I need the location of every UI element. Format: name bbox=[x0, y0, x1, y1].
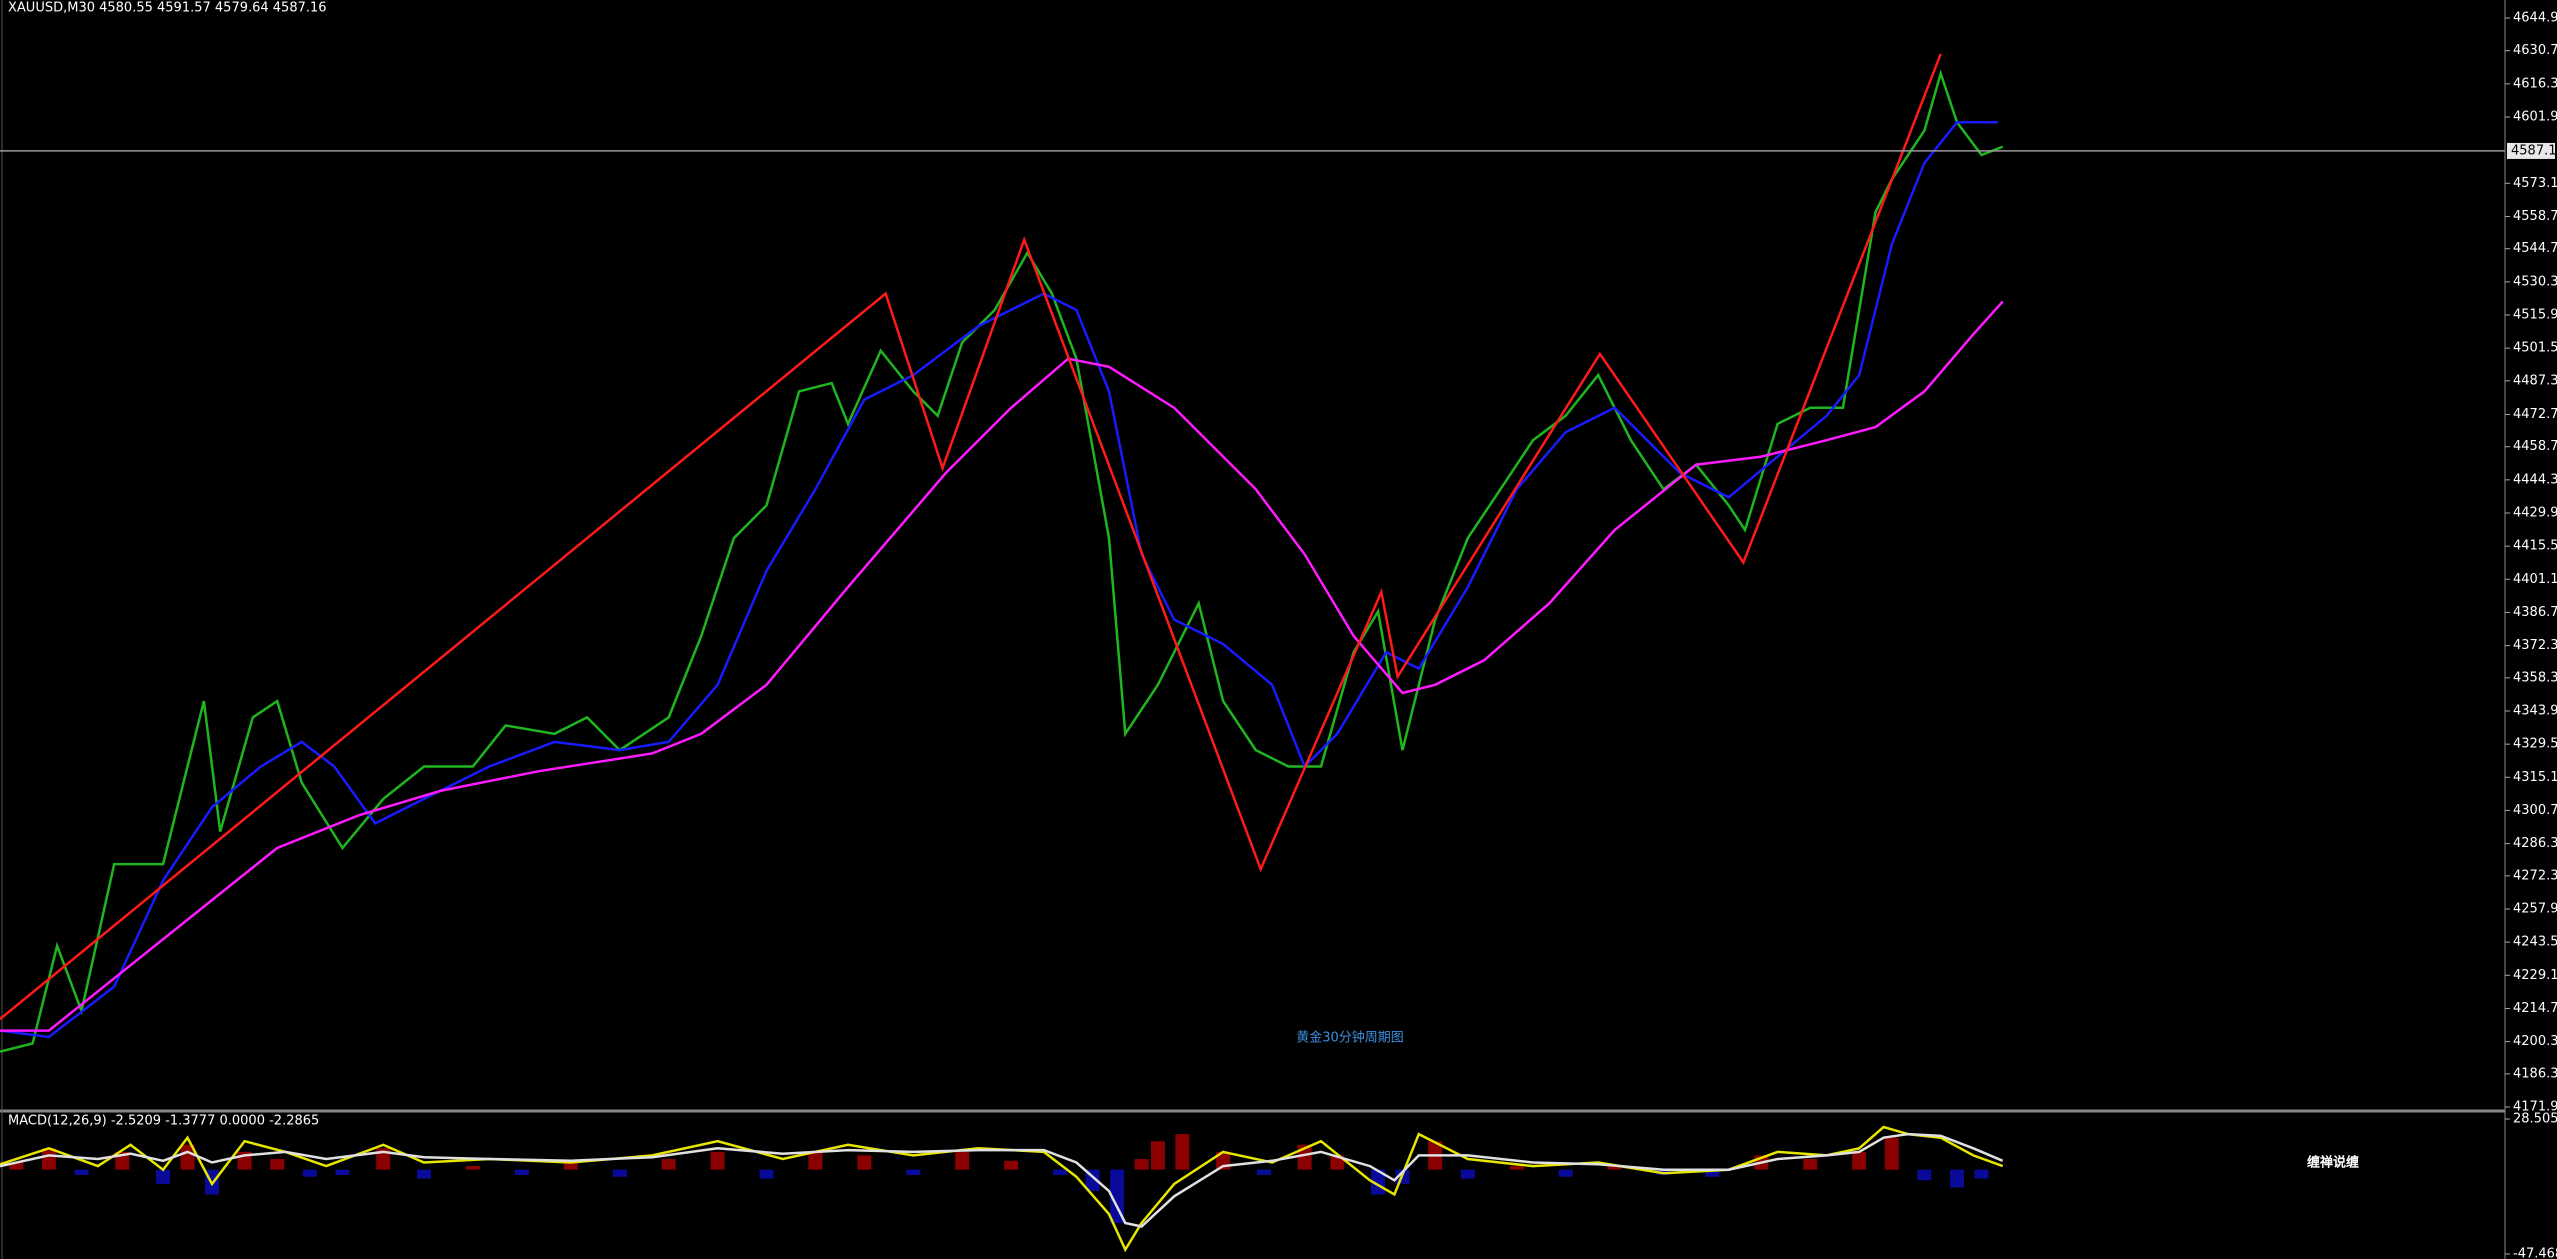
histogram-bar bbox=[1884, 1137, 1899, 1170]
histogram-bar bbox=[1150, 1141, 1165, 1170]
histogram-bar bbox=[514, 1169, 529, 1175]
chart-title: XAUUSD,M30 4580.55 4591.57 4579.64 4587.… bbox=[8, 1, 327, 16]
histogram-bar bbox=[1110, 1169, 1125, 1223]
histogram-bar bbox=[302, 1169, 317, 1177]
y-tick-label: 4616.30 bbox=[2513, 76, 2557, 91]
histogram-bar bbox=[1917, 1169, 1932, 1181]
y-tick-label: 28.5058 bbox=[2513, 1112, 2557, 1127]
histogram-bar bbox=[1330, 1155, 1345, 1170]
histogram-bar bbox=[563, 1162, 578, 1170]
histogram-bar bbox=[857, 1155, 872, 1170]
histogram-bar bbox=[417, 1169, 432, 1179]
current-price-label: 4587.16 bbox=[2511, 143, 2557, 158]
y-tick-label: 4186.30 bbox=[2513, 1066, 2557, 1081]
histogram-bar bbox=[710, 1151, 725, 1170]
y-tick-label: 4372.30 bbox=[2513, 638, 2557, 653]
series-line bbox=[0, 1125, 2004, 1253]
series-line bbox=[0, 53, 1942, 1021]
y-tick-label: 4530.30 bbox=[2513, 274, 2557, 289]
histogram-bar bbox=[180, 1144, 195, 1170]
series-line bbox=[0, 121, 1998, 1039]
y-tick-label: 4458.70 bbox=[2513, 439, 2557, 454]
histogram-bar bbox=[1509, 1166, 1524, 1170]
annotation: 黄金30分钟周期图 bbox=[1296, 1030, 1404, 1046]
y-tick-label: 4329.50 bbox=[2513, 737, 2557, 752]
series-line bbox=[0, 300, 2004, 1032]
histogram-bar bbox=[1256, 1169, 1271, 1175]
histogram-bar bbox=[335, 1169, 350, 1175]
histogram-bar bbox=[808, 1151, 823, 1170]
y-tick-label: 4343.90 bbox=[2513, 704, 2557, 719]
y-tick-label: 4200.30 bbox=[2513, 1034, 2557, 1049]
y-tick-label: 4515.90 bbox=[2513, 308, 2557, 323]
histogram-bar bbox=[1134, 1158, 1149, 1170]
y-tick-label: 4444.30 bbox=[2513, 472, 2557, 487]
y-tick-label: 4501.50 bbox=[2513, 341, 2557, 356]
plot-area bbox=[0, 1125, 2004, 1253]
histogram-bar bbox=[1607, 1166, 1622, 1170]
histogram-bar bbox=[465, 1166, 480, 1170]
y-tick-label: 4429.90 bbox=[2513, 506, 2557, 521]
histogram-bar bbox=[1175, 1134, 1190, 1170]
histogram-bar bbox=[156, 1169, 171, 1184]
y-tick-label: 4171.90 bbox=[2513, 1100, 2557, 1115]
y-tick-label: 4214.70 bbox=[2513, 1001, 2557, 1016]
y-tick-label: 4558.70 bbox=[2513, 209, 2557, 224]
macd-title: MACD(12,26,9) -2.5209 -1.3777 0.0000 -2.… bbox=[8, 1114, 319, 1129]
histogram-bar bbox=[1803, 1158, 1818, 1170]
histogram-bar bbox=[906, 1169, 921, 1175]
histogram-bar bbox=[612, 1169, 627, 1177]
y-tick-label: 4415.50 bbox=[2513, 539, 2557, 554]
y-tick-label: 4243.50 bbox=[2513, 935, 2557, 950]
histogram-bar bbox=[74, 1169, 89, 1175]
current-price-box bbox=[2507, 142, 2555, 159]
histogram-bar bbox=[9, 1162, 24, 1170]
y-tick-label: 4630.70 bbox=[2513, 43, 2557, 58]
y-tick-label: 4358.30 bbox=[2513, 670, 2557, 685]
histogram-bar bbox=[41, 1148, 56, 1170]
histogram-bar bbox=[270, 1158, 285, 1170]
histogram-bar bbox=[376, 1148, 391, 1170]
y-tick-label: 4286.30 bbox=[2513, 836, 2557, 851]
histogram-bar bbox=[1004, 1160, 1019, 1170]
series-line bbox=[0, 69, 2004, 1053]
y-tick-label: 4472.70 bbox=[2513, 407, 2557, 422]
y-tick-label: 4315.10 bbox=[2513, 770, 2557, 785]
histogram-bar bbox=[1852, 1151, 1867, 1170]
y-tick-label: 4544.70 bbox=[2513, 241, 2557, 256]
y-tick-label: 4257.90 bbox=[2513, 902, 2557, 917]
series-line bbox=[0, 1132, 2004, 1228]
watermark: 缠禅说缠 bbox=[2307, 1155, 2359, 1171]
y-tick-label: 4601.90 bbox=[2513, 110, 2557, 125]
y-tick-label: 4300.70 bbox=[2513, 803, 2557, 818]
histogram-bar bbox=[1705, 1169, 1720, 1177]
y-tick-label: 4401.10 bbox=[2513, 572, 2557, 587]
y-tick-label: 4229.10 bbox=[2513, 968, 2557, 983]
histogram-bar bbox=[661, 1158, 676, 1170]
histogram-bar bbox=[1460, 1169, 1475, 1179]
histogram-bar bbox=[1950, 1169, 1965, 1188]
y-tick-label: 4644.90 bbox=[2513, 11, 2557, 26]
y-tick-label: 4272.30 bbox=[2513, 868, 2557, 883]
y-tick-label: 4573.10 bbox=[2513, 176, 2557, 191]
plot-area bbox=[0, 53, 2004, 1053]
histogram-bar bbox=[1558, 1169, 1573, 1177]
y-tick-label: 4487.30 bbox=[2513, 373, 2557, 388]
y-tick-label: -47.4689 bbox=[2513, 1247, 2557, 1259]
histogram-bar bbox=[1974, 1169, 1989, 1179]
histogram-bar bbox=[955, 1151, 970, 1170]
histogram-bar bbox=[1053, 1169, 1068, 1175]
histogram-bar bbox=[759, 1169, 774, 1179]
y-tick-label: 4386.70 bbox=[2513, 605, 2557, 620]
